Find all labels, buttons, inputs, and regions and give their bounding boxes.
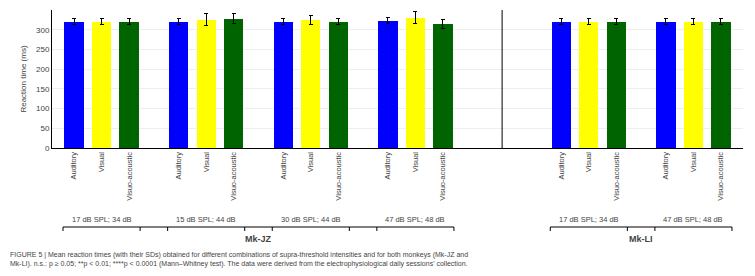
svg-text:0: 0: [45, 144, 50, 153]
svg-text:17 dB SPL; 34 dB: 17 dB SPL; 34 dB: [72, 215, 132, 224]
svg-text:Visual: Visual: [202, 152, 211, 173]
svg-text:Visuo-acoustic: Visuo-acoustic: [229, 152, 238, 201]
svg-text:300: 300: [36, 26, 50, 35]
svg-text:200: 200: [36, 65, 50, 74]
svg-text:50: 50: [40, 124, 49, 133]
svg-text:47 dB SPL; 48 dB: 47 dB SPL; 48 dB: [663, 215, 723, 224]
svg-text:Visuo-acoustic: Visuo-acoustic: [334, 152, 343, 201]
svg-text:100: 100: [36, 104, 50, 113]
svg-text:17 dB SPL; 34 dB: 17 dB SPL; 34 dB: [559, 215, 619, 224]
svg-text:Visuo-acoustic: Visuo-acoustic: [125, 152, 134, 201]
svg-text:15 dB SPL; 44 dB: 15 dB SPL; 44 dB: [176, 215, 236, 224]
svg-text:250: 250: [36, 45, 50, 54]
svg-text:Auditory: Auditory: [383, 152, 392, 180]
svg-text:Auditory: Auditory: [279, 152, 288, 180]
svg-text:Auditory: Auditory: [557, 152, 566, 180]
svg-text:Visuo-acoustic: Visuo-acoustic: [438, 152, 447, 201]
svg-text:Auditory: Auditory: [174, 152, 183, 180]
svg-text:Visuo-acoustic: Visuo-acoustic: [716, 152, 725, 201]
svg-text:150: 150: [36, 85, 50, 94]
svg-text:Visuo-acoustic: Visuo-acoustic: [612, 152, 621, 201]
svg-text:Visual: Visual: [306, 152, 315, 173]
svg-text:Visual: Visual: [411, 152, 420, 173]
svg-text:FIGURE 5 | Mean reaction times: FIGURE 5 | Mean reaction times (with the…: [10, 251, 468, 268]
svg-text:Visual: Visual: [584, 152, 593, 173]
svg-text:Visual: Visual: [689, 152, 698, 173]
svg-text:Mk-LI: Mk-LI: [629, 234, 653, 244]
svg-text:Reaction time (ms): Reaction time (ms): [19, 45, 28, 112]
svg-text:47 dB SPL; 48 dB: 47 dB SPL; 48 dB: [385, 215, 445, 224]
svg-text:Auditory: Auditory: [661, 152, 670, 180]
svg-text:Visual: Visual: [97, 152, 106, 173]
svg-text:Mk-JZ: Mk-JZ: [245, 234, 272, 244]
svg-text:Auditory: Auditory: [69, 152, 78, 180]
svg-text:30 dB SPL; 44 dB: 30 dB SPL; 44 dB: [281, 215, 341, 224]
